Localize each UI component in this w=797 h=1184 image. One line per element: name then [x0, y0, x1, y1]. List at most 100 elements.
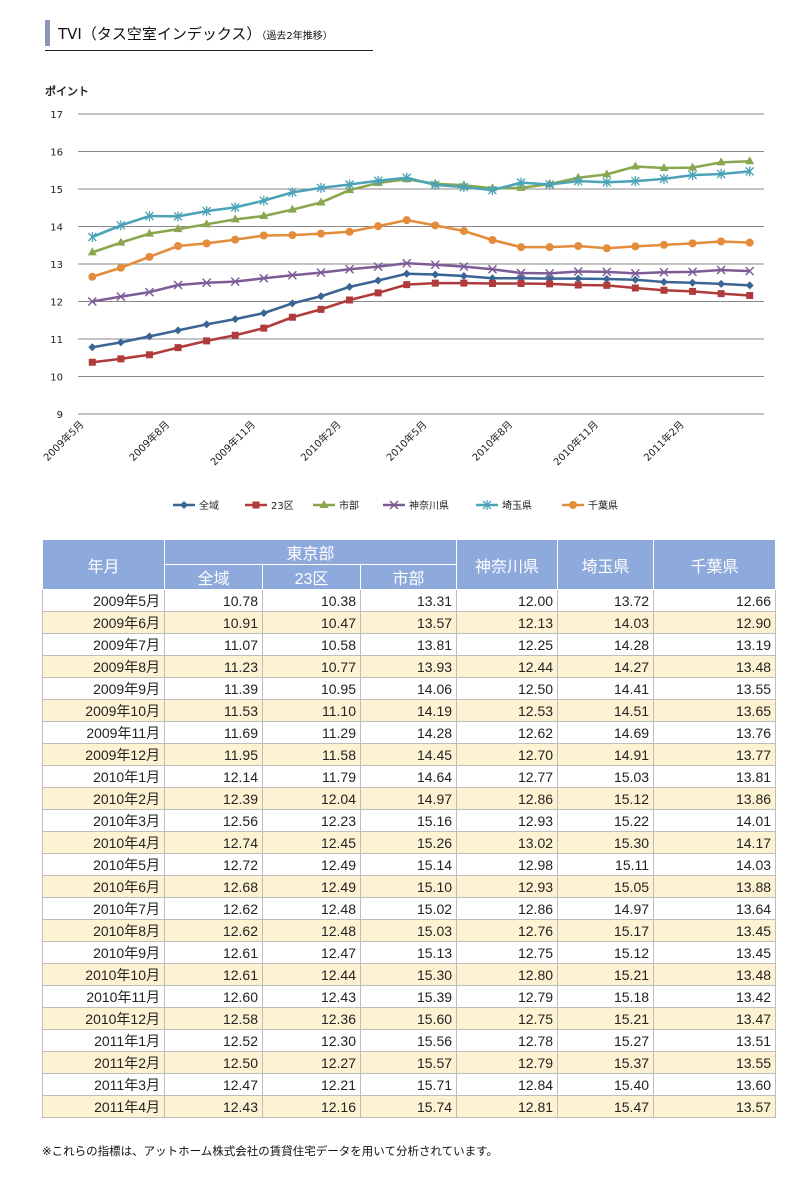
table-row: 2010年10月 12.61 12.44 15.30 12.80 15.21 13.48 [42, 963, 777, 986]
cell-chiba: 13.55 [653, 677, 777, 700]
footnote: ※これらの指標は、アットホーム株式会社の賃貸住宅データを用いて分析されています。 [42, 1144, 498, 1158]
data-point [717, 290, 725, 298]
y-tick-label: 13 [50, 260, 63, 271]
table-row: 2009年6月 10.91 10.47 13.57 12.13 14.03 12.90 [42, 611, 777, 634]
data-point [717, 279, 726, 288]
header-saitama: 埼玉県 [557, 539, 655, 590]
cell-ku23: 12.21 [262, 1073, 361, 1096]
cell-kanagawa: 12.79 [456, 1051, 559, 1074]
cell-chiba: 12.90 [653, 611, 777, 634]
data-point [373, 175, 383, 186]
cell-kanagawa: 12.77 [456, 765, 559, 788]
cell-zeniki: 10.78 [164, 589, 263, 612]
table-row: 2009年9月 11.39 10.95 14.06 12.50 14.41 13.55 [42, 677, 777, 700]
data-point [116, 338, 125, 347]
cell-chiba: 14.17 [653, 831, 777, 854]
data-point [144, 211, 154, 221]
cell-zeniki: 12.58 [164, 1007, 263, 1030]
data-point [402, 258, 412, 268]
data-point [345, 179, 355, 190]
data-point [259, 231, 268, 240]
cell-chiba: 13.77 [653, 743, 777, 766]
cell-zeniki: 12.61 [164, 941, 263, 964]
data-point [460, 279, 468, 287]
cell-zeniki: 12.68 [164, 875, 263, 898]
cell-month: 2009年6月 [42, 611, 165, 634]
cell-chiba: 13.48 [653, 655, 777, 678]
cell-month: 2010年11月 [42, 985, 165, 1008]
data-point [546, 280, 554, 288]
legend-marker [180, 501, 188, 509]
cell-chiba: 13.42 [653, 985, 777, 1008]
data-point [116, 263, 125, 272]
cell-chiba: 13.51 [653, 1029, 777, 1052]
data-point [630, 268, 640, 278]
series-line [91, 170, 750, 239]
cell-ku23: 11.79 [262, 765, 361, 788]
data-point [202, 320, 211, 329]
table-row: 2011年3月 12.47 12.21 15.71 12.84 15.40 13.60 [42, 1073, 777, 1096]
legend-marker [252, 501, 260, 509]
x-tick-label: 2009年5月 [41, 418, 87, 464]
cell-saitama: 15.47 [557, 1095, 655, 1118]
data-point [374, 289, 382, 297]
legend-marker [319, 500, 329, 508]
cell-shibu: 13.93 [359, 655, 458, 678]
data-point [659, 278, 668, 286]
cell-shibu: 14.97 [359, 787, 458, 810]
title-main: TVI（タス空室インデックス） [58, 25, 262, 43]
data-point [87, 232, 97, 242]
cell-kanagawa: 12.81 [456, 1095, 559, 1118]
data-point [173, 280, 183, 290]
cell-zeniki: 12.50 [164, 1051, 263, 1074]
x-tick-label: 2011年2月 [641, 418, 687, 464]
cell-chiba: 13.47 [653, 1007, 777, 1030]
cell-ku23: 12.43 [262, 985, 361, 1008]
cell-ku23: 12.16 [262, 1095, 361, 1118]
table-row: 2011年2月 12.50 12.27 15.57 12.79 15.37 13.55 [42, 1051, 777, 1074]
cell-saitama: 15.18 [557, 985, 655, 1008]
data-point [259, 195, 269, 206]
cell-kanagawa: 12.80 [456, 963, 559, 986]
cell-saitama: 14.91 [557, 743, 655, 766]
data-point [516, 268, 526, 278]
cell-kanagawa: 12.75 [456, 1007, 559, 1030]
cell-ku23: 12.30 [262, 1029, 361, 1052]
y-tick-label: 16 [50, 148, 63, 159]
data-point [630, 161, 640, 170]
data-point [87, 296, 97, 307]
cell-ku23: 12.27 [262, 1051, 361, 1074]
data-point [231, 235, 240, 244]
cell-saitama: 15.22 [557, 809, 655, 832]
cell-zeniki: 12.62 [164, 897, 263, 920]
data-point [288, 299, 297, 308]
data-point [459, 272, 468, 280]
data-point [430, 260, 440, 270]
cell-shibu: 14.28 [359, 721, 458, 744]
data-point [316, 292, 325, 301]
data-point [402, 216, 411, 225]
table-row: 2009年11月 11.69 11.29 14.28 12.62 14.69 13.76 [42, 721, 777, 744]
cell-ku23: 10.38 [262, 589, 361, 612]
data-point [87, 247, 97, 256]
cell-ku23: 12.49 [262, 875, 361, 898]
legend-marker [389, 500, 399, 510]
data-point [517, 243, 526, 252]
data-point [603, 281, 611, 289]
cell-saitama: 15.12 [557, 941, 655, 964]
cell-month: 2011年2月 [42, 1051, 165, 1074]
data-point [316, 197, 326, 206]
y-tick-label: 12 [50, 298, 63, 309]
cell-chiba: 13.48 [653, 963, 777, 986]
table-row: 2010年3月 12.56 12.23 15.16 12.93 15.22 14.01 [42, 809, 777, 832]
data-point [316, 268, 326, 278]
cell-zeniki: 11.53 [164, 699, 263, 722]
cell-kanagawa: 12.62 [456, 721, 559, 744]
cell-month: 2009年11月 [42, 721, 165, 744]
data-point [374, 222, 383, 231]
cell-ku23: 12.48 [262, 919, 361, 942]
cell-chiba: 13.57 [653, 1095, 777, 1118]
data-point [202, 278, 212, 288]
cell-saitama: 15.03 [557, 765, 655, 788]
cell-zeniki: 12.60 [164, 985, 263, 1008]
